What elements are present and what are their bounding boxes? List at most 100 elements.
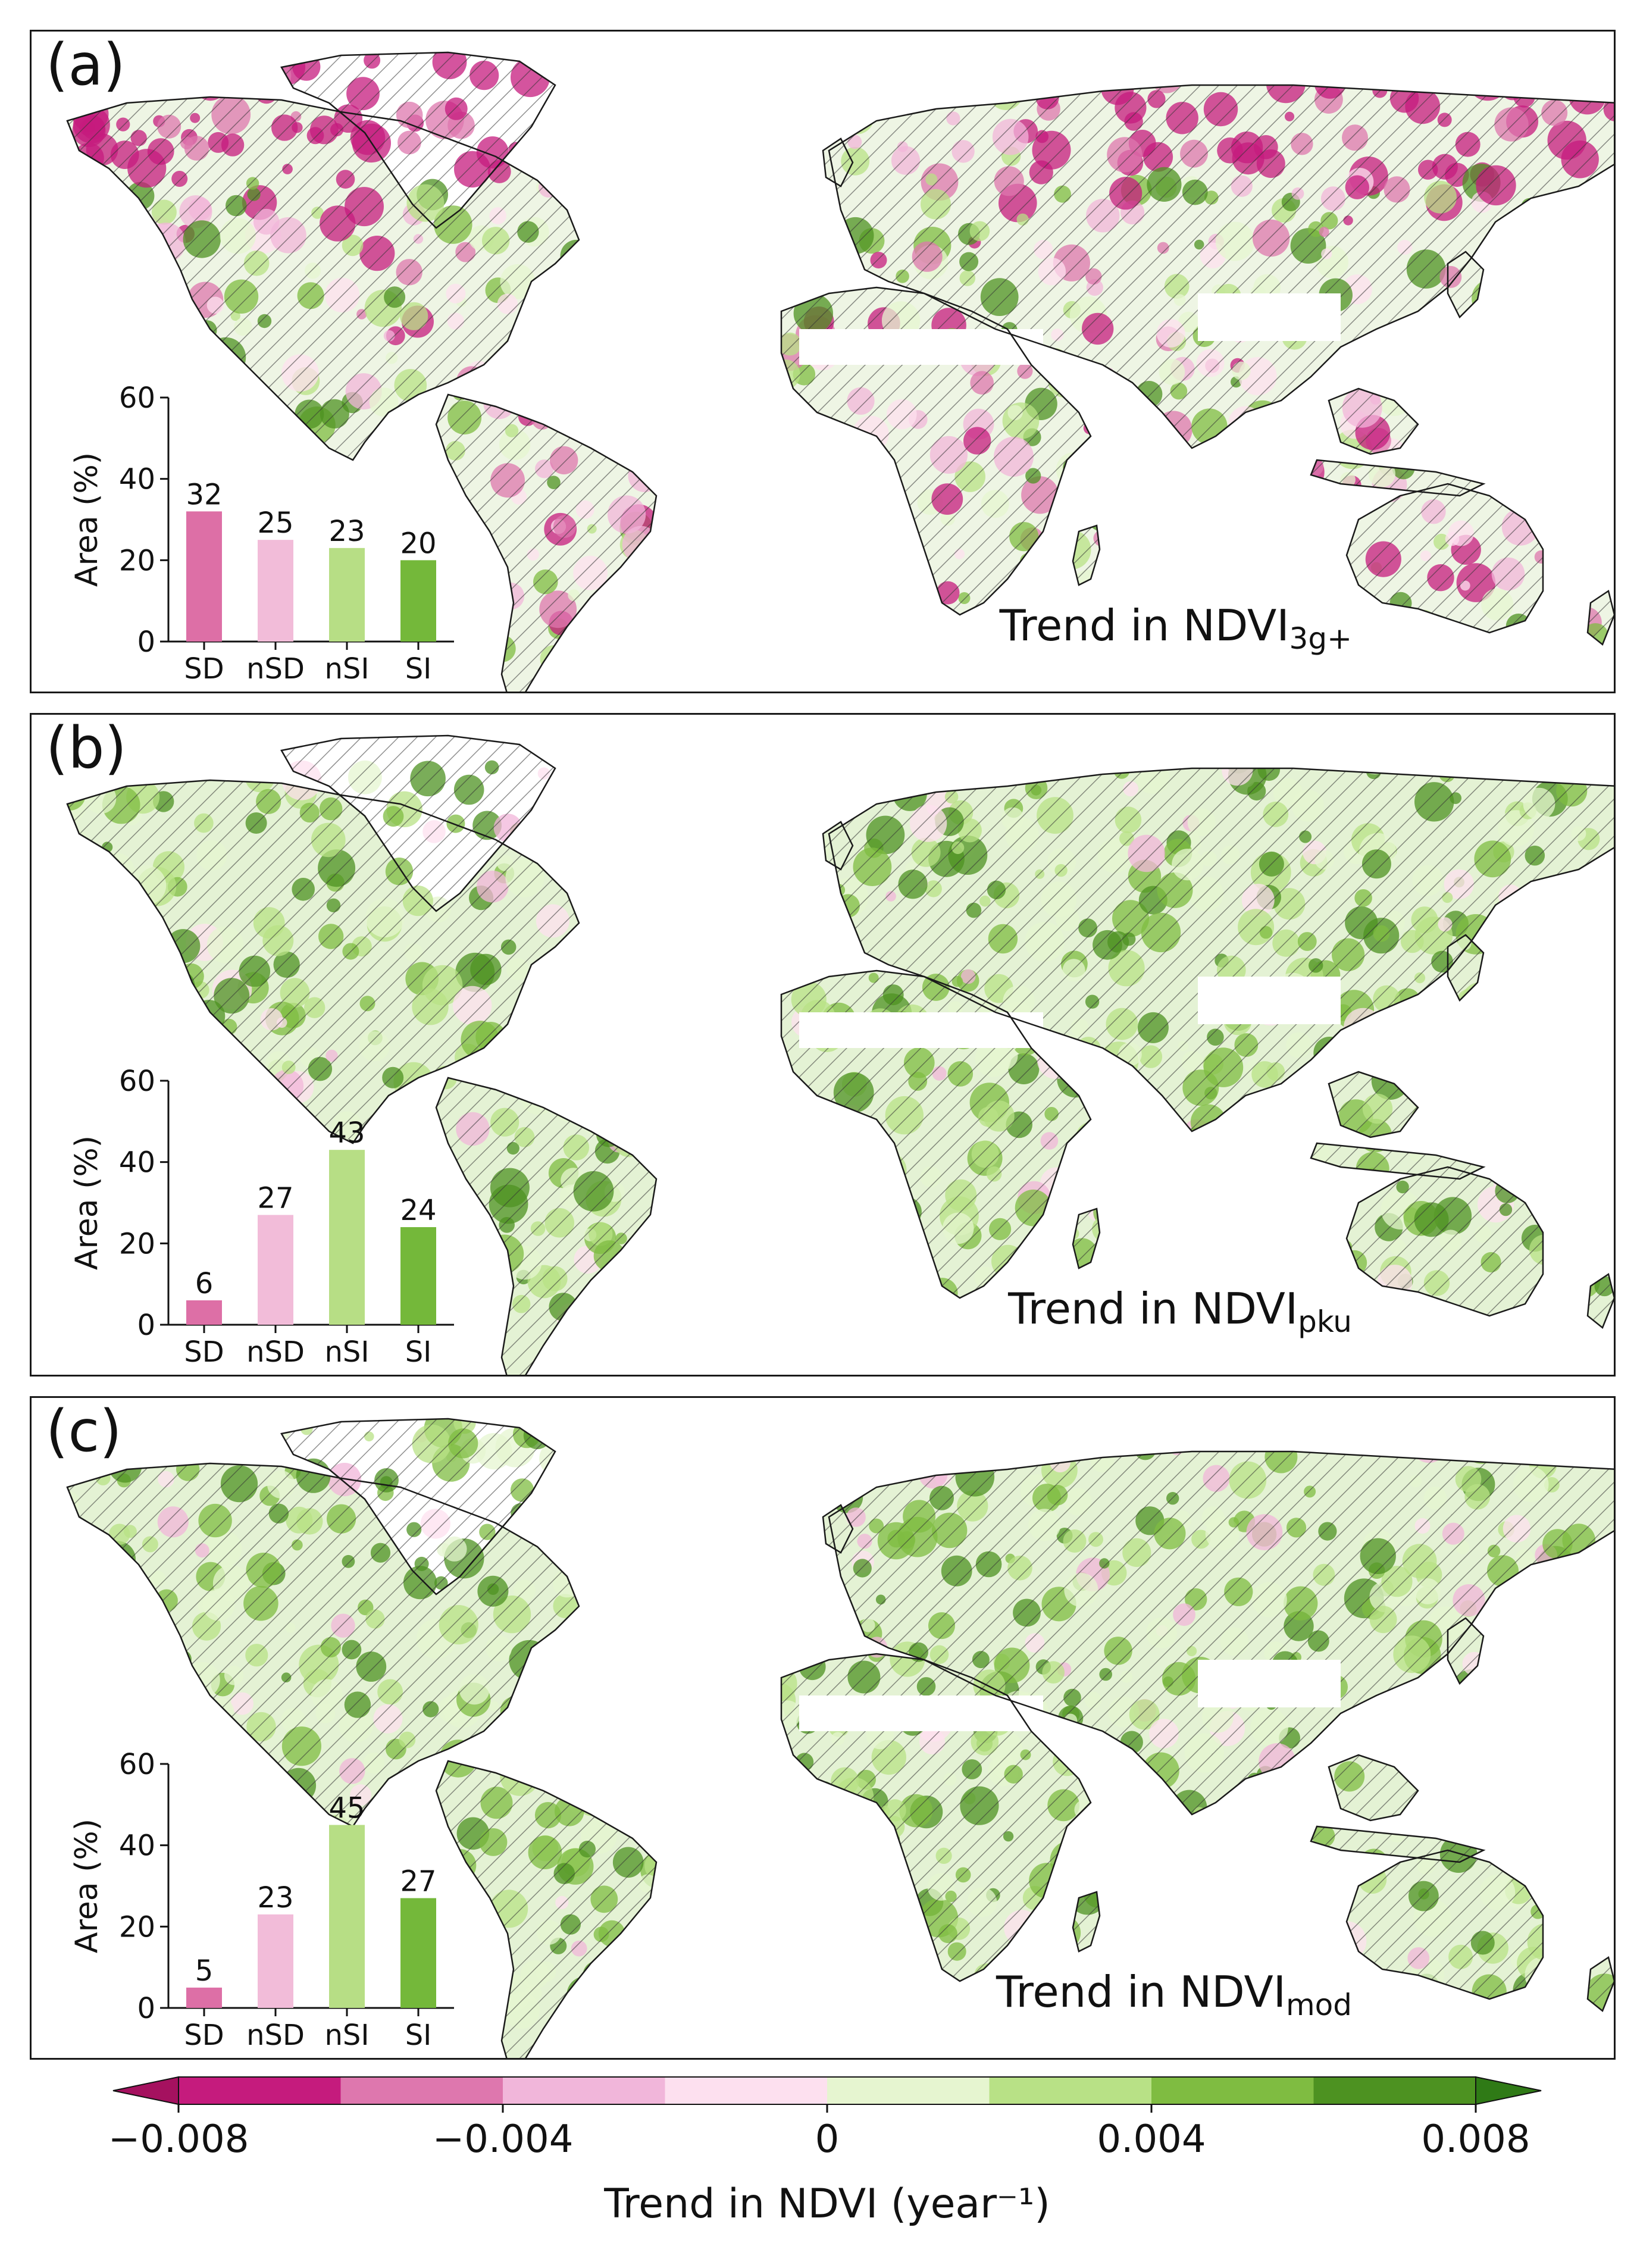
- y-tick-label: 20: [119, 1227, 155, 1260]
- y-tick-label: 0: [137, 1309, 155, 1342]
- colorbar-extend-low: [112, 2076, 179, 2106]
- coastline: [280, 734, 556, 912]
- coastline: [1586, 1956, 1614, 2013]
- bar-nSI: [329, 548, 365, 642]
- coastline: [1586, 589, 1614, 646]
- colorbar-segment: [1313, 2077, 1476, 2104]
- x-tick-label: SD: [184, 1335, 224, 1369]
- x-tick-label: nSI: [324, 652, 369, 686]
- colorbar-tick-label: 0.008: [1421, 2117, 1530, 2161]
- bar-SI: [400, 1227, 436, 1325]
- x-tick-label: SD: [184, 2019, 224, 2052]
- x-tick-label: SI: [405, 1335, 432, 1369]
- coastline: [66, 779, 580, 1144]
- area-bar-chart: 0 20 40 60 Area (%) 32 SD 25 nSD 23 nSI 20 SI: [69, 381, 454, 686]
- bar-value-label: 23: [328, 515, 365, 548]
- colorbar-segment: [340, 2077, 503, 2104]
- coastline: [1345, 1849, 1544, 2000]
- bar-value-label: 43: [328, 1116, 365, 1150]
- y-tick-label: 20: [119, 1910, 155, 1944]
- coastline: [1328, 1754, 1419, 1822]
- panel-title: Trend in NDVIpku: [1008, 1284, 1352, 1339]
- colorbar-tick-label: −0.004: [433, 2117, 574, 2161]
- y-tick-label: 0: [137, 1992, 155, 2025]
- y-tick-label: 60: [119, 1065, 155, 1098]
- colorbar: −0.008 −0.004 0 0.004 0.008 Trend in NDVI (ye…: [108, 2076, 1542, 2228]
- bar-value-label: 27: [400, 1865, 436, 1898]
- bar-value-label: 45: [328, 1792, 365, 1825]
- y-tick-label: 40: [119, 463, 155, 496]
- coastline: [280, 1418, 556, 1596]
- colorbar-tick-label: −0.008: [108, 2117, 249, 2161]
- coastline: [822, 137, 854, 187]
- coastline: [1328, 387, 1419, 455]
- bar-SI: [400, 1898, 436, 2008]
- coastline: [1310, 459, 1486, 497]
- colorbar-label: Trend in NDVI (year⁻¹): [603, 2181, 1050, 2228]
- y-tick-label: 60: [119, 381, 155, 415]
- coastline: [1345, 483, 1544, 634]
- colorbar-segment: [827, 2077, 990, 2104]
- bar-SD: [186, 1987, 222, 2008]
- coastline: [66, 96, 580, 461]
- colorbar-segment: [1151, 2077, 1314, 2104]
- coastline: [1310, 1142, 1486, 1180]
- bar-value-label: 32: [186, 478, 222, 511]
- bar-value-label: 23: [257, 1881, 293, 1914]
- bar-SD: [186, 1300, 222, 1325]
- coastline: [1072, 1207, 1101, 1269]
- bar-value-label: 27: [257, 1182, 293, 1215]
- coastline: [780, 969, 1092, 1299]
- panel-title: Trend in NDVI3g+: [999, 600, 1352, 656]
- panel-label: (b): [46, 715, 127, 781]
- no-data-region: [1198, 1660, 1341, 1707]
- no-data-region: [799, 329, 1043, 365]
- coastline: [1072, 1891, 1101, 1953]
- coastline: [1345, 1166, 1544, 1317]
- x-tick-label: SI: [405, 652, 432, 686]
- coastline: [822, 821, 854, 871]
- no-data-region: [799, 1695, 1043, 1731]
- bar-nSI: [329, 1150, 365, 1325]
- no-data-region: [1198, 293, 1341, 341]
- panel-label: (c): [46, 1398, 122, 1465]
- coastline: [780, 286, 1092, 616]
- y-tick-label: 40: [119, 1829, 155, 1863]
- colorbar-segment: [179, 2077, 341, 2104]
- y-tick-label: 20: [119, 544, 155, 577]
- y-tick-label: 60: [119, 1748, 155, 1781]
- world-map: [66, 734, 1614, 1375]
- panel-b: (b) Trend in NDVIpku 0 20 40 60 Area (%) 6 SD 2…: [30, 713, 1616, 1377]
- bar-SI: [400, 560, 436, 642]
- bar-nSD: [258, 1215, 293, 1325]
- panel-c: (c) Trend in NDVImod 0 20 40 60 Area (%) 5 SD 2…: [30, 1396, 1616, 2060]
- panel-a: (a) Trend in NDVI3g+ 0 20 40 60 Area (%) 32 SD…: [30, 30, 1616, 693]
- coastline: [1072, 524, 1101, 586]
- coastline: [1447, 934, 1485, 1002]
- bar-value-label: 24: [400, 1194, 436, 1227]
- colorbar-tick-label: 0.004: [1097, 2117, 1206, 2161]
- coastline: [1447, 251, 1485, 319]
- colorbar-segment: [989, 2077, 1152, 2104]
- colorbar-segment: [503, 2077, 665, 2104]
- x-tick-label: SD: [184, 652, 224, 686]
- colorbar-extend-high: [1475, 2076, 1542, 2106]
- coastline: [1586, 1272, 1614, 1329]
- x-tick-label: nSI: [324, 2019, 369, 2052]
- coastline: [435, 1077, 658, 1375]
- y-axis-label: Area (%): [69, 452, 105, 587]
- area-bar-chart: 0 20 40 60 Area (%) 6 SD 27 nSD 43 nSI 24 SI: [69, 1065, 454, 1369]
- x-tick-label: nSI: [324, 1335, 369, 1369]
- no-data-region: [799, 1012, 1043, 1048]
- y-tick-label: 0: [137, 625, 155, 659]
- coastline: [435, 393, 658, 692]
- world-map: [66, 51, 1614, 692]
- bar-value-label: 5: [195, 1954, 214, 1988]
- x-tick-label: nSD: [246, 1335, 305, 1369]
- coastline: [822, 1504, 854, 1554]
- coastline: [66, 1462, 580, 1828]
- coastline: [280, 51, 556, 229]
- y-tick-label: 40: [119, 1146, 155, 1180]
- area-bar-chart: 0 20 40 60 Area (%) 5 SD 23 nSD 45 nSI 27 SI: [69, 1748, 454, 2052]
- bar-nSD: [258, 540, 293, 642]
